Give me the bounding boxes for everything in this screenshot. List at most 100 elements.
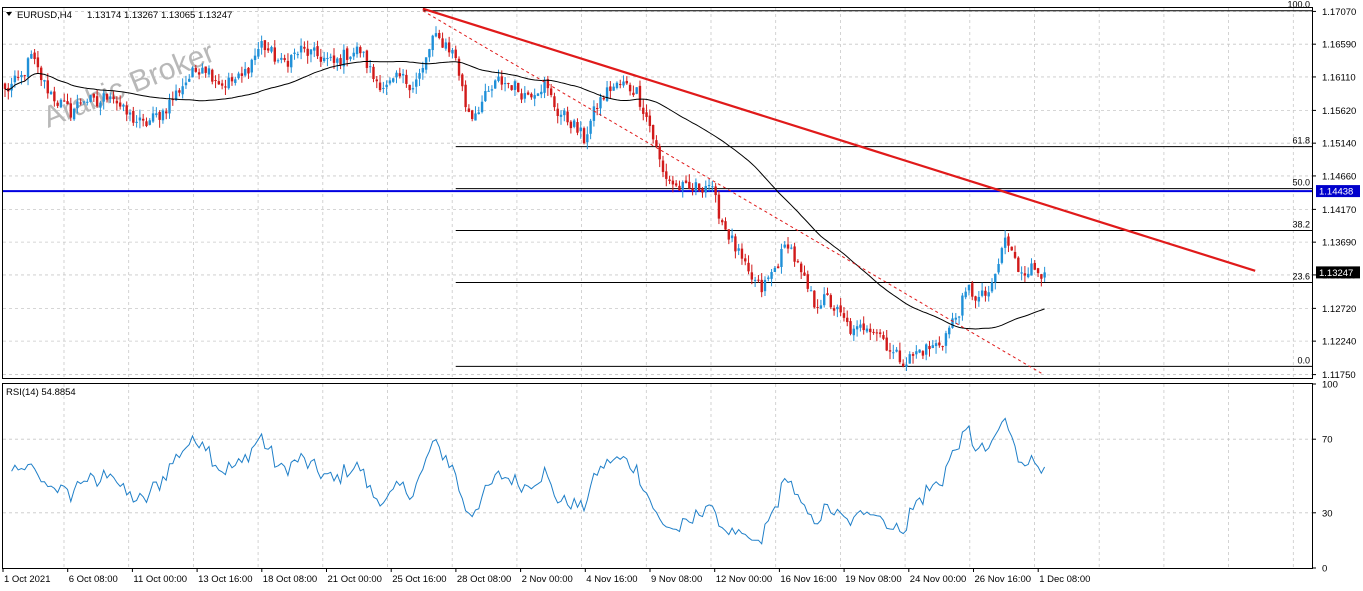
candle-body: [56, 102, 59, 106]
candle-body: [823, 294, 826, 306]
candle-body: [829, 295, 832, 308]
candle-body: [217, 81, 221, 85]
candle-body: [82, 101, 86, 103]
candle-body: [750, 272, 754, 280]
candle-body: [178, 90, 181, 93]
candle-body: [974, 296, 977, 301]
candle-body: [43, 80, 46, 82]
candle-body: [783, 244, 786, 248]
trendline-solid[interactable]: [422, 7, 1256, 272]
candle-body: [454, 49, 457, 59]
candle-body: [780, 248, 783, 267]
candle-body: [174, 90, 178, 101]
candle-body: [813, 290, 816, 308]
candle-body: [612, 86, 615, 91]
candle-body: [497, 76, 500, 81]
candle-body: [165, 111, 168, 114]
fibonacci-levels[interactable]: 100.0 61.8 50.0 38.2 23.6 0.0: [422, 0, 1312, 367]
price-tick-label: 1.12720: [1322, 304, 1356, 315]
current-price-badge: 1.13247: [1319, 268, 1353, 279]
candle-body: [520, 93, 523, 100]
candle-body: [681, 182, 684, 190]
ohlc-values: 1.13174 1.13267 1.13065 1.13247: [87, 10, 232, 21]
price-tick-label: 1.14170: [1322, 205, 1356, 216]
candle-body: [201, 67, 204, 74]
dropdown-triangle-icon[interactable]: [6, 12, 12, 16]
candle-body: [197, 72, 201, 75]
candle-body: [214, 80, 217, 82]
candle-body: [477, 112, 480, 115]
candle-body: [434, 33, 438, 37]
current-price-badge-bg: [1316, 266, 1360, 279]
time-tick-label: 1 Dec 08:00: [1039, 574, 1090, 585]
candle-body: [605, 87, 609, 101]
candle-body: [964, 291, 967, 298]
support-price-badge: 1.14438: [1319, 187, 1353, 198]
candle-body: [500, 76, 503, 85]
candle-body: [253, 55, 257, 61]
candle-body: [220, 83, 224, 86]
candle-body: [977, 296, 981, 302]
candle-body: [684, 180, 688, 183]
fib-level-label: 100.0: [1287, 0, 1310, 10]
candle-body: [76, 101, 79, 109]
candle-body: [290, 55, 293, 68]
rsi-grid: [3, 384, 1312, 568]
candle-body: [701, 188, 704, 193]
candle-body: [257, 49, 260, 57]
candle-body: [638, 85, 642, 107]
candle-body: [839, 305, 842, 313]
candle-body: [954, 317, 958, 320]
candle-body: [763, 279, 767, 292]
candle-body: [243, 68, 247, 76]
candle-body: [727, 229, 730, 240]
candle-body: [345, 48, 349, 60]
candle-body: [224, 86, 227, 88]
candle-body: [276, 60, 280, 62]
candle-body: [339, 58, 342, 66]
candle-body: [566, 111, 569, 123]
rsi-line: [11, 417, 1046, 545]
candle-body: [293, 52, 296, 54]
candle-body: [971, 283, 974, 297]
candle-body: [23, 75, 26, 77]
candle-body: [474, 113, 477, 121]
candle-body: [30, 54, 33, 59]
candle-body: [102, 93, 105, 102]
candle-body: [990, 282, 994, 292]
candle-body: [691, 188, 694, 191]
candle-body: [503, 83, 507, 85]
candle-body: [984, 290, 987, 296]
candle-body: [273, 47, 276, 62]
time-tick-label: 11 Oct 00:00: [133, 574, 187, 585]
candle-body: [816, 307, 819, 309]
candle-body: [230, 77, 234, 82]
candle-body: [513, 81, 517, 91]
candle-body: [313, 47, 316, 51]
time-tick-label: 6 Oct 08:00: [69, 574, 118, 585]
candle-body: [925, 344, 928, 355]
candle-body: [431, 35, 434, 51]
candle-body: [908, 354, 911, 364]
candle-body: [790, 247, 793, 249]
candle-body: [865, 328, 869, 332]
candle-body: [905, 364, 908, 367]
candle-body: [388, 80, 392, 84]
candle-body: [451, 49, 454, 54]
candle-body: [586, 134, 589, 143]
rsi-tick-label: 0: [1322, 564, 1327, 575]
candle-body: [1020, 272, 1023, 274]
candle-body: [655, 140, 658, 147]
candle-body: [342, 49, 346, 67]
candle-body: [721, 220, 724, 223]
fib-level-label: 50.0: [1292, 178, 1310, 188]
candle-body: [270, 46, 273, 52]
candle-body: [1043, 272, 1046, 278]
price-tick-label: 1.17070: [1322, 7, 1356, 18]
candle-body: [36, 57, 40, 68]
candle-body: [688, 181, 691, 189]
candle-body: [395, 72, 398, 78]
candle-body: [859, 324, 862, 328]
candle-body: [809, 290, 813, 292]
